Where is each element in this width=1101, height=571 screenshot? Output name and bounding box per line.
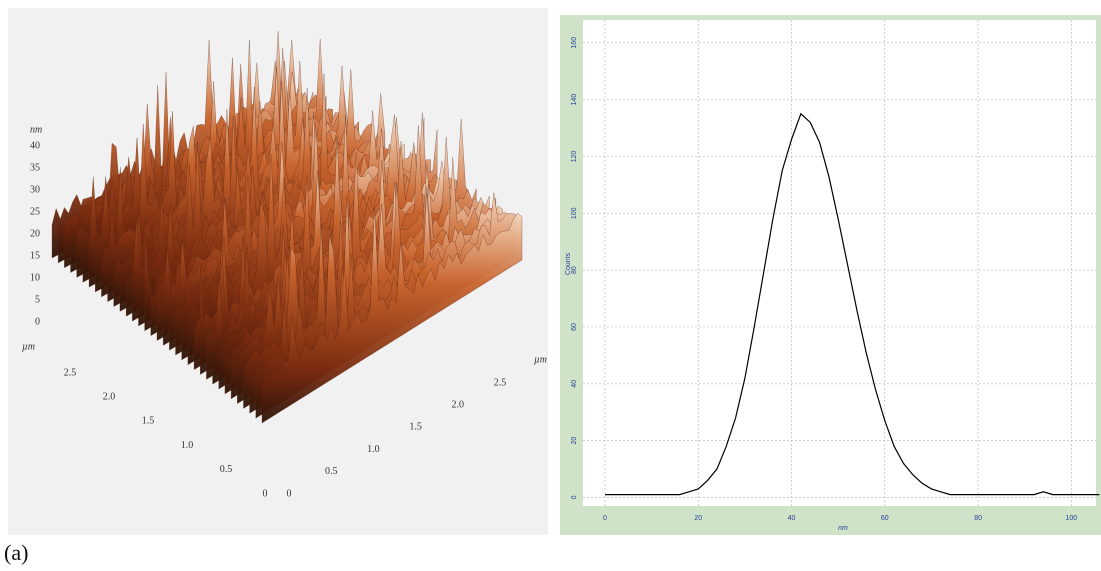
z-tick-label: 30 [30, 184, 40, 195]
z-tick-label: 10 [30, 272, 40, 283]
x-tick-label: 0 [603, 515, 607, 522]
z-unit: nm [30, 124, 42, 135]
z-tick-label: 25 [30, 206, 40, 217]
y-tick-label: 160 [571, 37, 578, 49]
histogram-line [605, 112, 1100, 496]
y-tick-label: 2.0 [452, 399, 465, 410]
x-tick-label: 60 [881, 515, 889, 522]
x-tick-label: 0 [263, 488, 268, 499]
x-tick-label: 40 [788, 515, 796, 522]
x-tick-label: 1.0 [181, 440, 194, 451]
y-tick-label: 80 [571, 266, 578, 274]
y-tick-label: 1.0 [367, 444, 380, 455]
z-tick-label: 20 [30, 228, 40, 239]
y-tick-label: 60 [571, 323, 578, 331]
plot-area [583, 20, 1096, 506]
y-tick-label: 0.5 [325, 466, 338, 477]
z-tick-label: 5 [35, 294, 40, 305]
y-axis-label: Counts [565, 252, 572, 275]
y-tick-label: 140 [571, 94, 578, 106]
surface-ridge [261, 208, 523, 424]
y-unit: µm [534, 354, 547, 365]
y-tick-label: 0 [571, 495, 578, 499]
y-tick-label: 40 [571, 380, 578, 388]
x-tick-label: 2.5 [64, 367, 77, 378]
z-tick-label: 0 [35, 316, 40, 327]
z-tick-label: 35 [30, 162, 40, 173]
y-tick-label: 100 [571, 207, 578, 219]
surface-plot [51, 31, 523, 424]
x-tick-label: 0.5 [220, 464, 233, 475]
y-tick-label: 1.5 [409, 422, 422, 433]
y-tick-label: 20 [571, 437, 578, 445]
z-tick-label: 40 [30, 140, 40, 151]
y-tick-label: 120 [571, 150, 578, 162]
y-tick-label: 2.5 [494, 377, 507, 388]
x-axis-label: nm [838, 525, 848, 532]
x-tick-label: 1.5 [142, 416, 155, 427]
caption: (a) [4, 540, 28, 565]
x-unit: µm [22, 341, 35, 352]
x-tick-label: 20 [694, 515, 702, 522]
x-tick-label: 80 [974, 515, 982, 522]
z-tick-label: 15 [30, 250, 40, 261]
x-tick-label: 2.0 [103, 391, 116, 402]
y-tick-label: 0 [287, 488, 292, 499]
x-tick-label: 100 [1066, 515, 1078, 522]
